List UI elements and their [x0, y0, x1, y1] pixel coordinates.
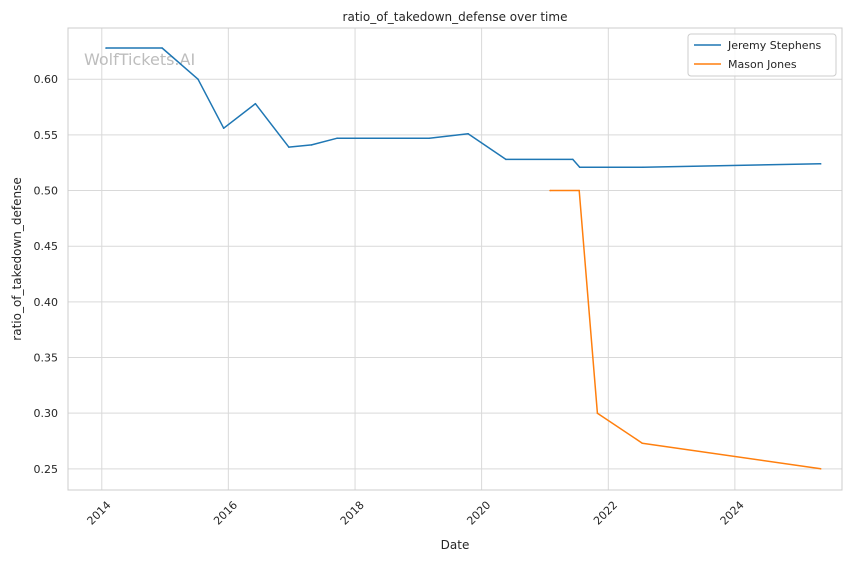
series-lines — [105, 47, 822, 470]
data-point — [549, 189, 551, 192]
y-tick-label: 0.25 — [34, 463, 59, 476]
data-point — [197, 78, 199, 81]
legend-entry-label: Jeremy Stephens — [727, 39, 822, 52]
data-point — [578, 166, 581, 168]
y-tick-label: 0.60 — [34, 73, 59, 86]
y-tick-label: 0.40 — [34, 296, 59, 309]
x-axis-label: Date — [441, 538, 470, 552]
y-axis-ticks: 0.25 0.30 0.35 0.40 0.45 0.50 0.55 0.60 — [34, 73, 59, 476]
y-tick-label: 0.45 — [34, 240, 59, 253]
data-point — [336, 137, 339, 140]
data-point — [428, 137, 431, 140]
data-point — [641, 442, 644, 445]
y-tick-label: 0.55 — [34, 129, 59, 142]
data-point — [254, 102, 257, 105]
data-point — [105, 47, 107, 49]
data-point — [596, 412, 599, 414]
grid-lines — [68, 28, 842, 490]
legend: Jeremy Stephens Mason Jones — [687, 33, 837, 77]
data-point — [505, 158, 507, 161]
data-point — [571, 158, 574, 161]
data-point — [288, 146, 290, 148]
data-point — [222, 127, 225, 129]
y-tick-label: 0.35 — [34, 352, 59, 365]
watermark-text: WolfTickets.AI — [84, 50, 195, 69]
data-point — [819, 163, 822, 165]
y-tick-label: 0.50 — [34, 185, 59, 198]
data-point — [642, 166, 644, 168]
y-axis-label: ratio_of_takedown_defense — [10, 177, 24, 340]
legend-box — [687, 33, 837, 77]
data-point — [161, 47, 163, 49]
chart-title: ratio_of_takedown_defense over time — [343, 10, 568, 24]
data-point — [578, 189, 581, 192]
data-point — [819, 468, 822, 470]
legend-entry-label: Mason Jones — [728, 58, 797, 71]
plot-area-border — [67, 27, 843, 491]
data-point — [467, 132, 469, 135]
y-tick-label: 0.30 — [34, 407, 59, 420]
data-point — [310, 144, 313, 146]
